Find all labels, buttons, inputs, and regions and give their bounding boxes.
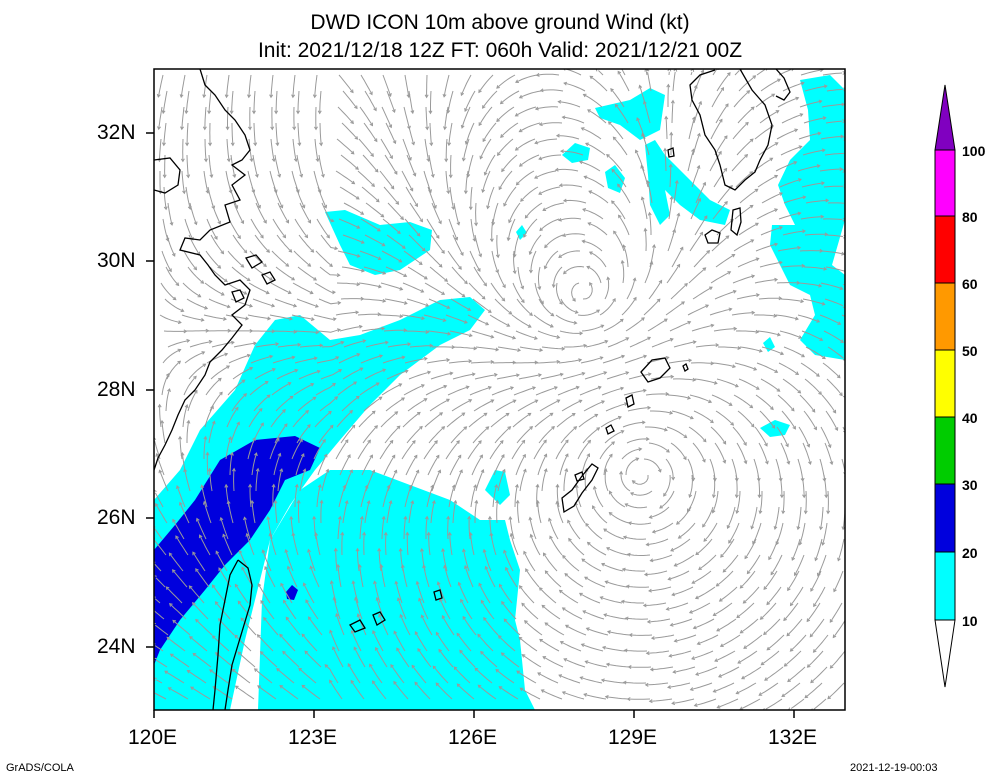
colorbar-label-60: 60: [962, 276, 978, 292]
lat-label-32n: 32N: [97, 121, 136, 144]
lat-label-30n: 30N: [97, 249, 136, 272]
colorbar-label-30: 30: [962, 477, 978, 493]
chart-subtitle: Init: 2021/12/18 12Z FT: 060h Valid: 202…: [257, 39, 743, 62]
lon-label-120e: 120E: [128, 726, 178, 749]
lat-label-24n: 24N: [97, 635, 136, 658]
coastlines: [154, 69, 791, 710]
lon-label-123e: 123E: [288, 726, 338, 749]
colorbar-segment-10-20: [934, 551, 956, 621]
colorbar-segment-20-30: [934, 483, 956, 553]
colorbar-segment-below-10: [934, 619, 956, 688]
colorbar-label-40: 40: [962, 410, 978, 426]
colorbar-label-100: 100: [962, 143, 986, 159]
axis-ticks: [146, 132, 795, 718]
colorbar-segment-30-40: [934, 416, 956, 485]
colorbar-label-20: 20: [962, 545, 978, 561]
wind-streamlines: [154, 69, 845, 710]
colorbar-label-10: 10: [962, 613, 978, 629]
colorbar-segment-above-100: [934, 84, 956, 151]
lat-label-26n: 26N: [97, 506, 136, 529]
colorbar-segment-50-60: [934, 282, 956, 351]
colorbar-label-50: 50: [962, 343, 978, 359]
lat-label-28n: 28N: [97, 378, 136, 401]
colorbar: [934, 84, 956, 688]
chart-title: DWD ICON 10m above ground Wind (kt): [310, 11, 690, 34]
footer-software: GrADS/COLA: [6, 762, 74, 774]
colorbar-segment-60-80: [934, 215, 956, 284]
colorbar-segment-80-100: [934, 149, 956, 217]
streamline-arrowheads: [154, 69, 845, 710]
lon-label-129e: 129E: [608, 726, 658, 749]
wind-10-20-areas: [154, 75, 845, 710]
wind-20-30-areas: [154, 436, 320, 665]
lon-label-126e: 126E: [448, 726, 498, 749]
lon-label-132e: 132E: [768, 726, 818, 749]
footer-timestamp: 2021-12-19-00:03: [850, 762, 938, 774]
colorbar-label-80: 80: [962, 209, 978, 225]
colorbar-segment-40-50: [934, 349, 956, 418]
